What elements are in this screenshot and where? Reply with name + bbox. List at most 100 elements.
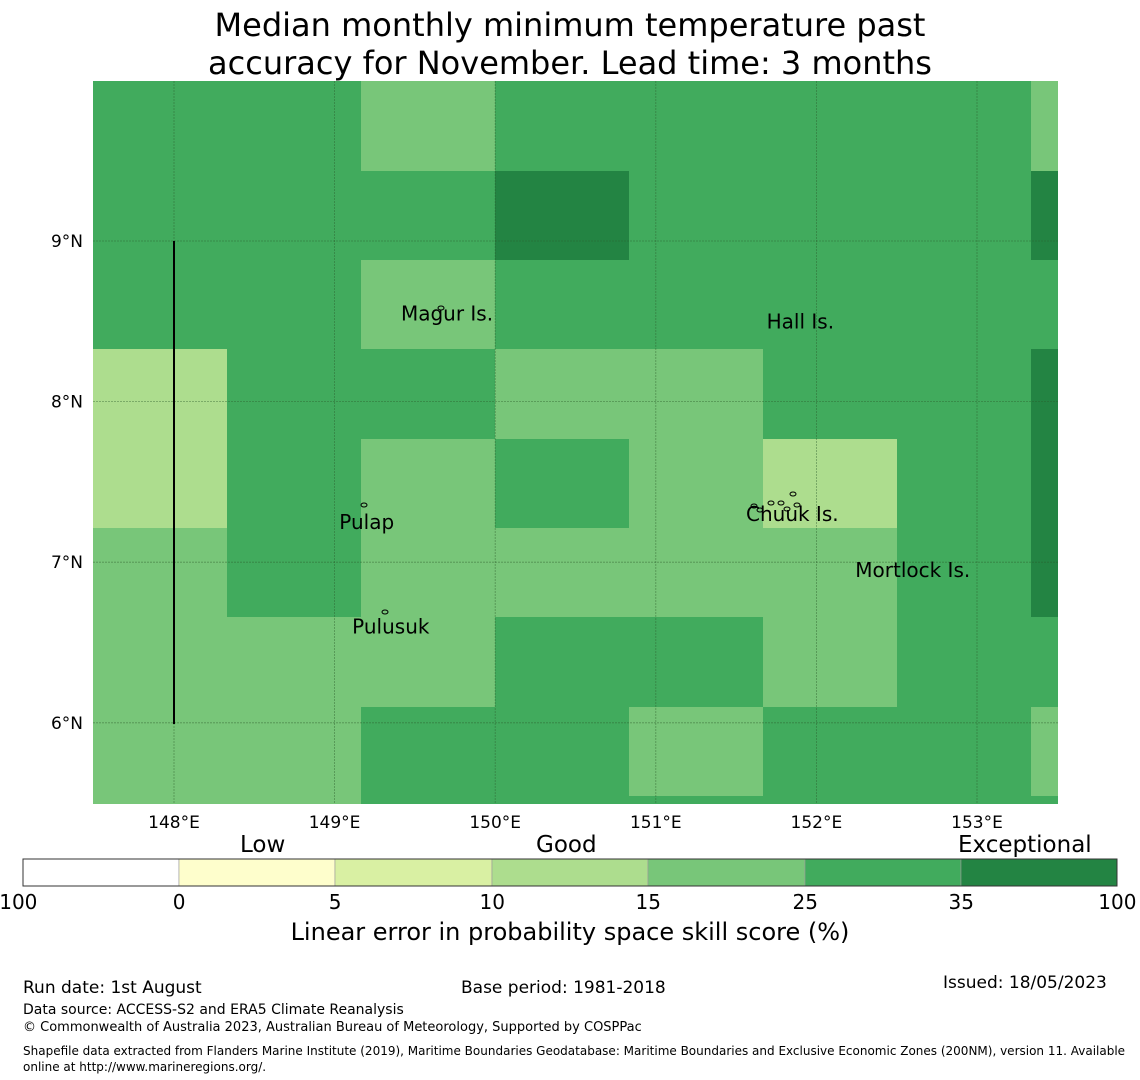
island-outline xyxy=(756,507,764,513)
island-outline xyxy=(793,502,801,508)
category-low: Low xyxy=(240,832,286,858)
grid-cell xyxy=(763,439,897,528)
island-outlines xyxy=(360,305,801,615)
grid-cell xyxy=(495,796,629,804)
colorbar-swatch xyxy=(491,858,649,887)
grid-cell xyxy=(897,349,1031,439)
grid-cell xyxy=(93,528,227,617)
grid-cell xyxy=(495,349,629,439)
grid-cell xyxy=(897,796,1031,804)
grid-cell xyxy=(1031,171,1058,260)
lat-tick-label: 6°N xyxy=(51,714,83,734)
grid-cell xyxy=(897,171,1031,260)
place-labels: Magur Is. Hall Is. Pulap Chuuk Is. Mortlock … xyxy=(339,301,970,638)
colorbar-swatch xyxy=(960,858,1118,887)
colorbar-tick-label: 100 xyxy=(1098,890,1137,914)
shapefile-credit-line1: Shapefile data extracted from Flanders M… xyxy=(23,1044,1126,1058)
grid-cell xyxy=(227,349,361,439)
grid-cell xyxy=(629,617,763,707)
grid-cell xyxy=(1031,439,1058,528)
shapefile-credit: Shapefile data extracted from Flanders M… xyxy=(23,1043,1138,1075)
lat-tick-label: 7°N xyxy=(51,553,83,573)
grid-cell xyxy=(1031,796,1058,804)
grid-cell xyxy=(495,260,629,349)
lat-tick-label: 9°N xyxy=(51,232,83,252)
grid-cell xyxy=(897,260,1031,349)
colorbar-tick-label: 35 xyxy=(948,890,974,914)
grid-cell xyxy=(629,528,763,617)
colorbar-tick-label: -100 xyxy=(0,890,38,914)
colorbar-swatch xyxy=(804,858,962,887)
map-title-line1: Median monthly minimum temperature past xyxy=(214,6,926,44)
place-label: Hall Is. xyxy=(767,309,834,333)
colorbar-tick-label: 25 xyxy=(792,890,818,914)
colorbar-frame xyxy=(22,858,1118,887)
grid-cell xyxy=(495,81,629,171)
grid-cell xyxy=(93,349,227,439)
grid-cell xyxy=(897,439,1031,528)
grid-cell xyxy=(763,260,897,349)
map-title: Median monthly minimum temperature past … xyxy=(0,6,1140,82)
grid-cell xyxy=(629,171,763,260)
colorbar-tick-label: 15 xyxy=(635,890,661,914)
skill-grid-cells xyxy=(93,81,1058,804)
grid-cell xyxy=(227,81,361,171)
shapefile-credit-line2: online at http://www.marineregions.org/. xyxy=(23,1060,267,1074)
grid-cell xyxy=(629,439,763,528)
grid-cell xyxy=(763,81,897,171)
lon-tick-label: 150°E xyxy=(469,813,521,833)
colorbar-tick-label: 0 xyxy=(172,890,186,914)
data-source: Data source: ACCESS-S2 and ERA5 Climate … xyxy=(23,1002,404,1018)
island-outline xyxy=(750,503,758,509)
grid-cell xyxy=(1031,528,1058,617)
run-date: Run date: 1st August xyxy=(23,978,202,998)
grid-cell xyxy=(763,617,897,707)
grid-cell xyxy=(763,171,897,260)
place-label: Mortlock Is. xyxy=(855,558,970,582)
base-period: Base period: 1981-2018 xyxy=(461,978,666,998)
island-outline xyxy=(381,609,389,615)
grid-cell xyxy=(227,439,361,528)
grid-cell xyxy=(227,171,361,260)
grid-cell xyxy=(361,81,495,171)
grid-cell xyxy=(1031,260,1058,349)
lon-tick-label: 148°E xyxy=(148,813,200,833)
grid-cell xyxy=(227,617,361,707)
grid-cell xyxy=(763,528,897,617)
grid-cell xyxy=(629,707,763,796)
grid-cell xyxy=(897,81,1031,171)
grid-cell xyxy=(629,796,763,804)
lon-tick-label: 152°E xyxy=(791,813,843,833)
grid-cell xyxy=(629,349,763,439)
grid-cell xyxy=(495,171,629,260)
grid-cell xyxy=(361,796,495,804)
grid-cell xyxy=(361,439,495,528)
map-title-line2: accuracy for November. Lead time: 3 mont… xyxy=(208,44,932,82)
axis-tick-labels: 148°E 149°E 150°E 151°E 152°E 153°E 9°N 8°N 7°N 6… xyxy=(51,232,1003,833)
place-label: Pulap xyxy=(339,510,394,534)
lon-tick-label: 151°E xyxy=(630,813,682,833)
colorbar-swatch xyxy=(647,858,806,887)
grid-cell xyxy=(897,617,1031,707)
grid-cell xyxy=(361,260,495,349)
grid-cell xyxy=(361,617,495,707)
grid-cell xyxy=(361,171,495,260)
grid-cell xyxy=(361,528,495,617)
place-label: Chuuk Is. xyxy=(746,502,839,526)
island-outline xyxy=(437,305,445,311)
grid-cell xyxy=(897,528,1031,617)
grid-cell xyxy=(361,349,495,439)
lon-tick-label: 153°E xyxy=(951,813,1003,833)
grid-cell xyxy=(1031,707,1058,796)
grid-cell xyxy=(1031,349,1058,439)
grid-cell xyxy=(495,439,629,528)
colorbar-tick-label: 10 xyxy=(479,890,505,914)
grid-cell xyxy=(763,349,897,439)
grid-cell xyxy=(227,260,361,349)
island-outline xyxy=(783,506,791,512)
grid-cell xyxy=(93,439,227,528)
place-label: Magur Is. xyxy=(401,301,493,325)
grid-cell xyxy=(1031,81,1058,171)
grid-cell xyxy=(629,81,763,171)
grid-cell xyxy=(93,171,227,260)
